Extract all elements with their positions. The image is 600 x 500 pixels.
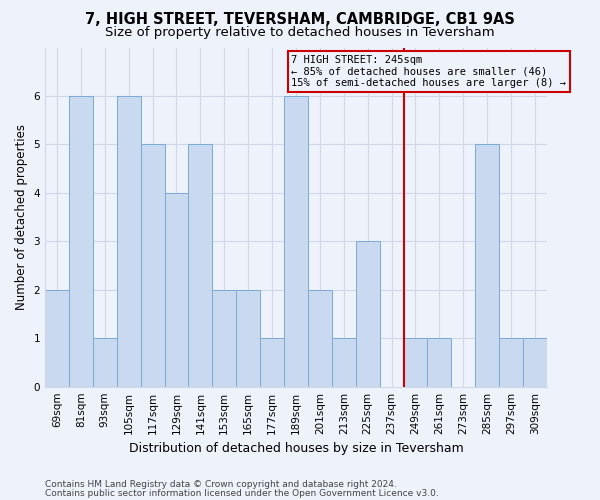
- Bar: [284, 96, 308, 386]
- Bar: [93, 338, 117, 386]
- Bar: [475, 144, 499, 386]
- Bar: [140, 144, 164, 386]
- Bar: [260, 338, 284, 386]
- Text: 7, HIGH STREET, TEVERSHAM, CAMBRIDGE, CB1 9AS: 7, HIGH STREET, TEVERSHAM, CAMBRIDGE, CB…: [85, 12, 515, 28]
- Bar: [332, 338, 356, 386]
- Bar: [69, 96, 93, 386]
- Bar: [212, 290, 236, 386]
- Bar: [499, 338, 523, 386]
- Text: Contains HM Land Registry data © Crown copyright and database right 2024.: Contains HM Land Registry data © Crown c…: [45, 480, 397, 489]
- Bar: [523, 338, 547, 386]
- Bar: [164, 193, 188, 386]
- Bar: [427, 338, 451, 386]
- Bar: [308, 290, 332, 386]
- Y-axis label: Number of detached properties: Number of detached properties: [15, 124, 28, 310]
- Text: Contains public sector information licensed under the Open Government Licence v3: Contains public sector information licen…: [45, 488, 439, 498]
- Bar: [236, 290, 260, 386]
- Bar: [356, 242, 380, 386]
- Text: Size of property relative to detached houses in Teversham: Size of property relative to detached ho…: [105, 26, 495, 39]
- Text: 7 HIGH STREET: 245sqm
← 85% of detached houses are smaller (46)
15% of semi-deta: 7 HIGH STREET: 245sqm ← 85% of detached …: [291, 55, 566, 88]
- Bar: [404, 338, 427, 386]
- Bar: [117, 96, 140, 386]
- Bar: [45, 290, 69, 386]
- X-axis label: Distribution of detached houses by size in Teversham: Distribution of detached houses by size …: [128, 442, 463, 455]
- Bar: [188, 144, 212, 386]
